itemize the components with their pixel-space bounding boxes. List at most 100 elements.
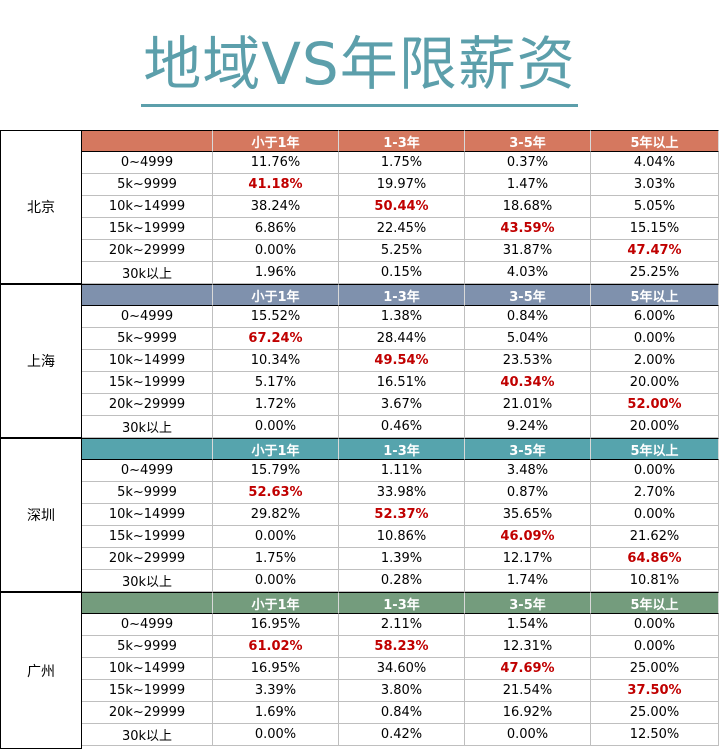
- header-row: 小于1年 1-3年 3-5年 5年以上: [82, 438, 719, 460]
- column-header: 5年以上: [591, 284, 719, 306]
- value-cell: 12.31%: [465, 636, 591, 658]
- column-header: [82, 438, 213, 460]
- value-cell: 0.87%: [465, 482, 591, 504]
- value-cell: 0.84%: [465, 306, 591, 328]
- salary-range-label: 15k~19999: [82, 372, 213, 394]
- column-header: 3-5年: [465, 438, 591, 460]
- salary-range-label: 20k~29999: [82, 548, 213, 570]
- page-title-text: 地域VS年限薪资: [141, 24, 578, 107]
- column-header: 1-3年: [339, 592, 465, 614]
- value-cell: 2.11%: [339, 614, 465, 636]
- value-cell: 1.54%: [465, 614, 591, 636]
- value-cell: 15.79%: [213, 460, 339, 482]
- value-cell: 0.00%: [213, 416, 339, 438]
- value-cell: 28.44%: [339, 328, 465, 350]
- table-row: 15k~19999 6.86% 22.45% 43.59% 15.15%: [82, 218, 719, 240]
- value-cell: 2.00%: [591, 350, 719, 372]
- value-cell: 22.45%: [339, 218, 465, 240]
- value-cell: 0.00%: [213, 526, 339, 548]
- value-cell: 20.00%: [591, 372, 719, 394]
- salary-range-label: 30k以上: [82, 724, 213, 746]
- value-cell: 0.00%: [591, 636, 719, 658]
- value-cell: 2.70%: [591, 482, 719, 504]
- value-cell: 19.97%: [339, 174, 465, 196]
- salary-range-label: 10k~14999: [82, 350, 213, 372]
- table-row: 30k以上 0.00% 0.46% 9.24% 20.00%: [82, 416, 719, 438]
- value-cell: 52.37%: [339, 504, 465, 526]
- value-cell: 0.00%: [591, 328, 719, 350]
- table-row: 10k~14999 16.95% 34.60% 47.69% 25.00%: [82, 658, 719, 680]
- city-label: 广州: [0, 592, 82, 749]
- value-cell: 16.51%: [339, 372, 465, 394]
- salary-range-label: 30k以上: [82, 262, 213, 284]
- table-row: 20k~29999 0.00% 5.25% 31.87% 47.47%: [82, 240, 719, 262]
- value-cell: 1.47%: [465, 174, 591, 196]
- column-header: 1-3年: [339, 284, 465, 306]
- value-cell: 1.69%: [213, 702, 339, 724]
- value-cell: 16.95%: [213, 658, 339, 680]
- value-cell: 58.23%: [339, 636, 465, 658]
- column-header: 小于1年: [213, 130, 339, 152]
- table-row: 30k以上 0.00% 0.28% 1.74% 10.81%: [82, 570, 719, 592]
- value-cell: 9.24%: [465, 416, 591, 438]
- column-header: 1-3年: [339, 438, 465, 460]
- table-row: 20k~29999 1.75% 1.39% 12.17% 64.86%: [82, 548, 719, 570]
- table-row: 15k~19999 3.39% 3.80% 21.54% 37.50%: [82, 680, 719, 702]
- value-cell: 0.42%: [339, 724, 465, 746]
- value-cell: 1.38%: [339, 306, 465, 328]
- salary-range-label: 0~4999: [82, 614, 213, 636]
- salary-range-label: 15k~19999: [82, 218, 213, 240]
- table-row: 10k~14999 38.24% 50.44% 18.68% 5.05%: [82, 196, 719, 218]
- table-row: 0~4999 15.52% 1.38% 0.84% 6.00%: [82, 306, 719, 328]
- table-row: 30k以上 1.96% 0.15% 4.03% 25.25%: [82, 262, 719, 284]
- column-header: [82, 130, 213, 152]
- column-header: 小于1年: [213, 284, 339, 306]
- page-title: 地域VS年限薪资: [0, 22, 719, 107]
- value-cell: 6.86%: [213, 218, 339, 240]
- city-block: 广州 小于1年 1-3年 3-5年 5年以上 0~4999 16.95% 2.11% 1.54%…: [0, 592, 719, 749]
- salary-range-label: 0~4999: [82, 306, 213, 328]
- header-row: 小于1年 1-3年 3-5年 5年以上: [82, 592, 719, 614]
- value-cell: 6.00%: [591, 306, 719, 328]
- table-row: 5k~9999 52.63% 33.98% 0.87% 2.70%: [82, 482, 719, 504]
- column-header: 5年以上: [591, 438, 719, 460]
- salary-range-label: 10k~14999: [82, 196, 213, 218]
- value-cell: 1.74%: [465, 570, 591, 592]
- value-cell: 0.00%: [213, 240, 339, 262]
- table-row: 20k~29999 1.72% 3.67% 21.01% 52.00%: [82, 394, 719, 416]
- value-cell: 23.53%: [465, 350, 591, 372]
- value-cell: 25.25%: [591, 262, 719, 284]
- city-block: 深圳 小于1年 1-3年 3-5年 5年以上 0~4999 15.79% 1.11% 3.48%…: [0, 438, 719, 592]
- value-cell: 0.00%: [591, 460, 719, 482]
- city-label: 北京: [0, 130, 82, 284]
- value-cell: 0.00%: [465, 724, 591, 746]
- value-cell: 0.37%: [465, 152, 591, 174]
- value-cell: 1.39%: [339, 548, 465, 570]
- salary-range-label: 10k~14999: [82, 658, 213, 680]
- column-header: 3-5年: [465, 130, 591, 152]
- value-cell: 5.04%: [465, 328, 591, 350]
- value-cell: 3.80%: [339, 680, 465, 702]
- value-cell: 21.62%: [591, 526, 719, 548]
- salary-range-label: 5k~9999: [82, 328, 213, 350]
- value-cell: 52.63%: [213, 482, 339, 504]
- value-cell: 0.00%: [591, 504, 719, 526]
- header-row: 小于1年 1-3年 3-5年 5年以上: [82, 284, 719, 306]
- value-cell: 3.67%: [339, 394, 465, 416]
- value-cell: 25.00%: [591, 702, 719, 724]
- value-cell: 11.76%: [213, 152, 339, 174]
- value-cell: 12.50%: [591, 724, 719, 746]
- value-cell: 5.25%: [339, 240, 465, 262]
- value-cell: 18.68%: [465, 196, 591, 218]
- table-row: 5k~9999 67.24% 28.44% 5.04% 0.00%: [82, 328, 719, 350]
- value-cell: 0.00%: [213, 570, 339, 592]
- value-cell: 4.03%: [465, 262, 591, 284]
- city-label: 上海: [0, 284, 82, 438]
- value-cell: 49.54%: [339, 350, 465, 372]
- value-cell: 29.82%: [213, 504, 339, 526]
- salary-range-label: 5k~9999: [82, 482, 213, 504]
- column-header: 3-5年: [465, 592, 591, 614]
- table-row: 30k以上 0.00% 0.42% 0.00% 12.50%: [82, 724, 719, 746]
- value-cell: 38.24%: [213, 196, 339, 218]
- column-header: 5年以上: [591, 130, 719, 152]
